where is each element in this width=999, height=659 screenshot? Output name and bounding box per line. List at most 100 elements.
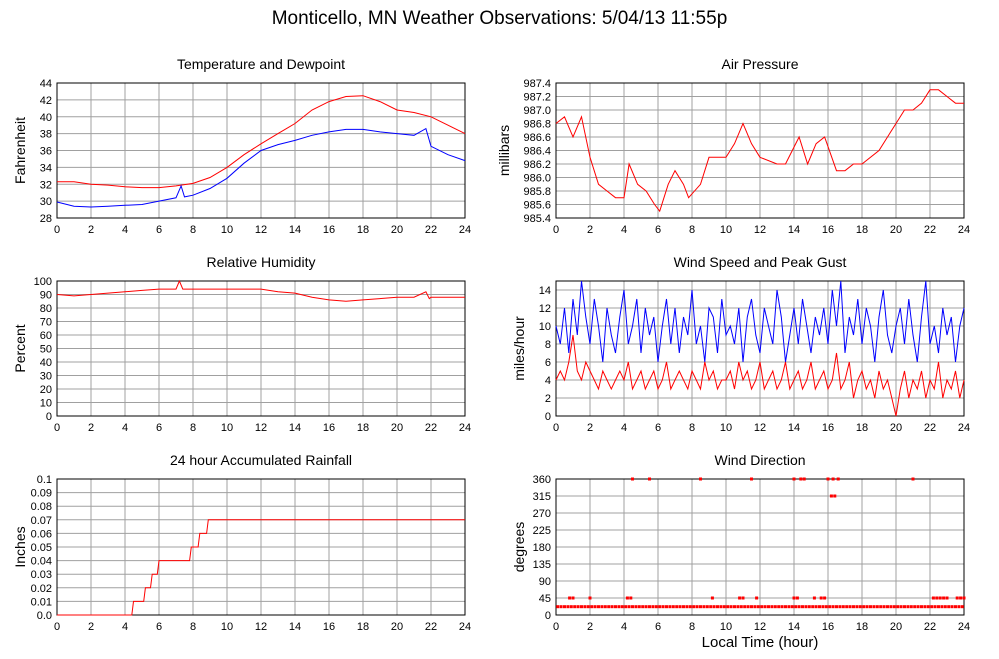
air-pressure-x-tick-label: 22: [924, 224, 936, 236]
wind-direction-point: [835, 605, 838, 609]
wind-direction-x-tick-label: 24: [958, 621, 970, 633]
wind-direction-point: [836, 477, 840, 481]
wind-direction-point: [792, 596, 796, 600]
relative-humidity-y-tick-label: 100: [34, 276, 52, 288]
wind-direction-point: [926, 605, 930, 609]
air-pressure-x-tick-label: 16: [822, 224, 834, 236]
wind-direction-point: [705, 605, 709, 609]
wind-direction-x-tick-label: 0: [553, 621, 559, 633]
wind-direction-point: [699, 477, 702, 481]
wind-direction-point: [950, 605, 954, 609]
wind-speed-gust-y-tick-label: 8: [545, 339, 551, 351]
temperature-dewpoint-x-tick-label: 24: [459, 224, 471, 236]
rainfall-x-tick-label: 20: [391, 621, 403, 633]
wind-speed-gust-y-tick-label: 0: [545, 411, 551, 423]
air-pressure-x-tick-label: 24: [958, 224, 970, 236]
temperature-dewpoint-series-line-2: [56, 127, 466, 208]
wind-direction-point: [716, 605, 719, 609]
wind-direction-point: [665, 605, 668, 609]
wind-direction-point: [753, 605, 757, 609]
wind-direction-point: [799, 477, 803, 481]
temperature-dewpoint-x-tick-label: 22: [425, 224, 437, 236]
relative-humidity-series-line-1: [56, 279, 465, 302]
temperature-dewpoint-y-tick-label: 44: [40, 78, 52, 90]
wind-direction-point: [906, 605, 910, 609]
air-pressure-x-tick-label: 14: [788, 224, 800, 236]
wind-direction-point: [795, 596, 799, 600]
wind-direction-point: [654, 605, 658, 609]
wind-direction-point: [862, 605, 866, 609]
wind-direction-point: [671, 605, 675, 609]
wind-direction-point: [685, 605, 689, 609]
wind-direction-point: [760, 605, 764, 609]
wind-direction-x-tick-label: 8: [689, 621, 695, 633]
temperature-dewpoint-x-tick-label: 4: [122, 224, 128, 236]
wind-speed-gust-y-tick-label: 4: [545, 375, 551, 387]
wind-direction-point: [739, 605, 743, 609]
wind-direction-point: [903, 605, 906, 609]
wind-direction-point: [556, 605, 560, 609]
wind-direction-y-tick-label: 315: [533, 491, 551, 503]
wind-direction-point: [933, 605, 937, 609]
wind-direction-point: [831, 605, 835, 609]
wind-direction-point: [631, 605, 634, 609]
air-pressure-y-tick-label: 986.4: [523, 146, 551, 158]
rainfall-title: 24 hour Accumulated Rainfall: [170, 452, 352, 468]
temperature-dewpoint-x-tick-label: 2: [88, 224, 94, 236]
wind-direction-point: [648, 477, 651, 481]
wind-direction-point: [750, 605, 753, 609]
air-pressure-y-tick-label: 986.0: [523, 173, 551, 185]
air-pressure-y-tick-label: 986.2: [523, 159, 551, 171]
air-pressure-y-tick-label: 985.8: [523, 186, 551, 198]
relative-humidity-x-tick-label: 20: [391, 422, 403, 434]
relative-humidity-y-tick-label: 60: [40, 330, 52, 342]
temperature-dewpoint-series-line-1: [57, 95, 466, 189]
rainfall-x-tick-label: 6: [156, 621, 162, 633]
wind-direction-x-tick-label: 18: [856, 621, 868, 633]
rainfall-x-tick-label: 12: [255, 621, 267, 633]
temperature-dewpoint-y-tick-label: 34: [40, 162, 52, 174]
air-pressure-plot-frame: [555, 82, 965, 219]
wind-direction-point: [899, 605, 903, 609]
wind-direction-point: [812, 596, 816, 600]
x-axis-caption: Local Time (hour): [701, 634, 819, 651]
wind-direction-point: [943, 605, 947, 609]
temperature-dewpoint-x-tick-label: 14: [289, 224, 301, 236]
wind-direction-x-tick-label: 4: [621, 621, 627, 633]
wind-direction-point: [620, 605, 624, 609]
page-title: Monticello, MN Weather Observations: 5/0…: [271, 8, 728, 29]
rainfall-y-tick-label: 0.1: [37, 474, 52, 486]
temperature-dewpoint-y-tick-label: 38: [40, 129, 52, 141]
wind-direction-point: [726, 605, 730, 609]
wind-speed-gust-x-tick-label: 0: [553, 422, 559, 434]
wind-direction-point: [733, 605, 736, 609]
wind-direction-point: [823, 596, 827, 600]
wind-direction-point: [675, 605, 679, 609]
wind-direction-point: [930, 605, 934, 609]
air-pressure-x-tick-label: 2: [587, 224, 593, 236]
wind-speed-gust-series-line-1: [555, 280, 965, 363]
temperature-dewpoint-y-tick-label: 30: [40, 196, 52, 208]
wind-direction-point: [583, 605, 587, 609]
air-pressure-y-tick-label: 987.4: [523, 78, 551, 90]
air-pressure-title: Air Pressure: [721, 56, 798, 72]
wind-direction-point: [625, 596, 629, 600]
wind-direction-point: [668, 605, 672, 609]
wind-direction-point: [603, 605, 607, 609]
rainfall-x-tick-label: 22: [425, 621, 437, 633]
wind-direction-point: [634, 605, 638, 609]
wind-direction-point: [593, 605, 597, 609]
wind-direction-point: [962, 596, 966, 600]
wind-direction-point: [945, 596, 949, 600]
rainfall-y-tick-label: 0.09: [31, 488, 52, 500]
air-pressure-y-tick-label: 986.8: [523, 119, 551, 131]
wind-direction-point: [624, 605, 628, 609]
wind-direction-point: [641, 605, 645, 609]
wind-speed-gust-x-tick-label: 20: [890, 422, 902, 434]
relative-humidity-y-tick-label: 70: [40, 317, 52, 329]
wind-direction-point: [702, 605, 706, 609]
wind-direction-point: [682, 605, 685, 609]
wind-direction-point: [872, 605, 876, 609]
wind-speed-gust-x-tick-label: 10: [720, 422, 732, 434]
